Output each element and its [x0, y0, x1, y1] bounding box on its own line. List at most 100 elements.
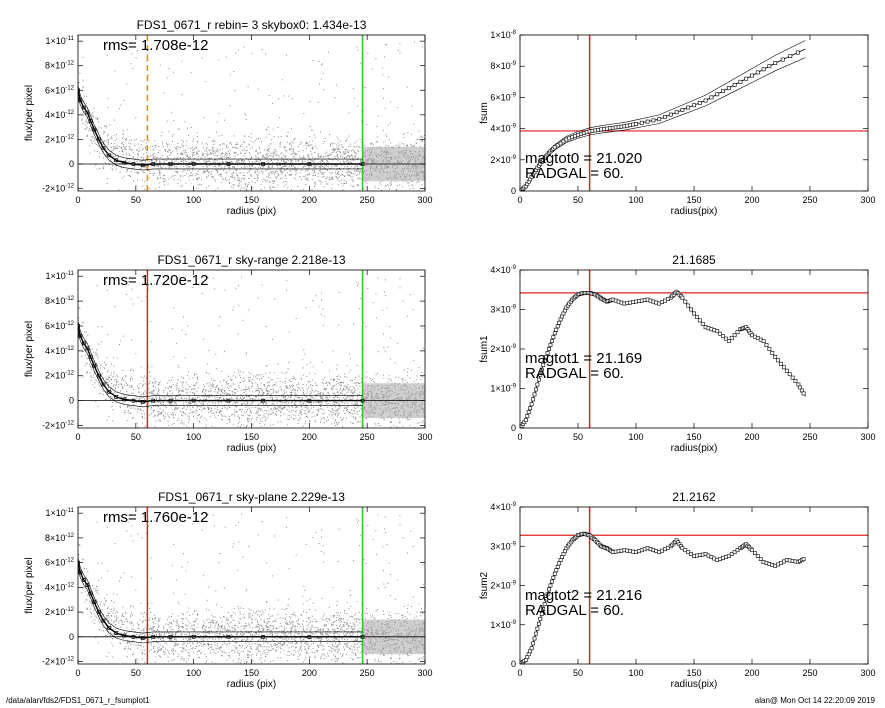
- data-point: [697, 318, 702, 323]
- data-point: [555, 324, 560, 329]
- data-point: [703, 98, 708, 103]
- y-tick-label: 2×10-12: [45, 134, 75, 144]
- data-point: [686, 303, 691, 308]
- data-point: [779, 361, 783, 366]
- data-point: [770, 351, 775, 355]
- data-point: [538, 616, 543, 621]
- data-point: [561, 139, 566, 144]
- data-point: [551, 335, 556, 340]
- footer-path: /data/alan/fds2/FDS1_0671_r_fsumplot1: [6, 696, 150, 705]
- x-tick-label: 200: [744, 432, 759, 442]
- data-point: [674, 110, 679, 115]
- x-axis-label: radius (pix): [227, 443, 276, 454]
- x-tick-label: 100: [186, 195, 201, 205]
- panel-title: 21.2162: [672, 490, 716, 504]
- data-point: [718, 331, 723, 336]
- profile-point: [81, 341, 86, 346]
- data-point: [534, 387, 538, 392]
- x-tick-label: 250: [360, 668, 375, 678]
- data-point: [721, 334, 725, 339]
- y-tick-label: 2×10-9: [490, 581, 516, 591]
- x-tick-label: 100: [186, 668, 201, 678]
- y-tick-label: 6×10-12: [45, 558, 75, 568]
- profile-point: [85, 583, 90, 587]
- y-tick-label: 3×10-9: [490, 305, 516, 315]
- data-point: [697, 100, 702, 105]
- data-point: [545, 592, 550, 597]
- x-tick-label: 100: [186, 432, 201, 442]
- profile-point: [81, 578, 86, 582]
- x-tick-label: 200: [744, 195, 759, 205]
- magtot-annotation: magtot0 = 21.020: [525, 150, 642, 167]
- data-point: [788, 54, 793, 58]
- profile-point: [96, 610, 101, 614]
- profile-point: [131, 162, 136, 166]
- data-point: [544, 597, 549, 602]
- data-point: [557, 561, 562, 566]
- panel-5: 0 50 100 150 200 250 300-2×10-1202×10-124×10-1…: [24, 490, 433, 690]
- data-point: [548, 583, 553, 588]
- profile-point: [226, 398, 231, 403]
- data-point: [715, 329, 720, 334]
- x-axis-label: radius (pix): [227, 679, 276, 690]
- data-point: [750, 73, 754, 78]
- panel-6: 0 50 100 150 200 250 300 0 1×10-9 2×10-9 3×10-9 4×1…: [479, 490, 876, 690]
- x-tick-label: 300: [860, 195, 875, 205]
- y-tick-label: 2×10-12: [45, 371, 75, 381]
- y-tick-label: -2×10-12: [42, 421, 75, 431]
- data-point: [761, 67, 766, 72]
- data-point: [709, 95, 714, 100]
- panel-2: 0 50 100 150 200 250 300 0 2×10-9 4×10-9 6×10-9 8×1…: [479, 30, 876, 217]
- x-tick-label: 0: [517, 195, 522, 205]
- profile-lower: [78, 330, 363, 408]
- rms-annotation: rms= 1.760e-12: [103, 509, 208, 526]
- data-point: [680, 107, 685, 112]
- x-tick-label: 150: [244, 668, 259, 678]
- x-tick-label: 250: [802, 195, 817, 205]
- profile-point: [360, 634, 365, 639]
- profile-point: [101, 382, 106, 387]
- data-point: [784, 368, 789, 373]
- panel-1: 0 50 100 150 200 250 300-2×10-1202×10-124×10-1…: [24, 18, 433, 217]
- data-point: [790, 375, 795, 380]
- profile-point: [78, 334, 83, 338]
- y-tick-label: 0: [69, 396, 74, 406]
- profile-point: [307, 398, 312, 403]
- profile-point: [226, 162, 231, 166]
- y-tick-label: 0: [69, 632, 74, 642]
- panel-4: 0 50 100 150 200 250 300 0 1×10-9 2×10-9 3×10-9 4×1…: [479, 253, 876, 454]
- profile-point: [85, 110, 90, 115]
- data-point: [692, 103, 696, 108]
- data-point: [538, 372, 543, 377]
- profile-point: [107, 390, 112, 394]
- x-tick-label: 200: [744, 668, 759, 678]
- data-point: [773, 354, 778, 359]
- data-point: [795, 50, 800, 55]
- data-point: [758, 557, 763, 561]
- data-point: [755, 70, 760, 75]
- x-tick-label: 250: [360, 195, 375, 205]
- data-point: [552, 571, 557, 576]
- data-point: [549, 579, 554, 584]
- profile-point: [88, 119, 93, 123]
- profile-point: [88, 355, 93, 359]
- x-axis-label: radius(pix): [671, 443, 718, 454]
- y-tick-label: 4×10-12: [45, 110, 75, 120]
- data-point: [541, 362, 546, 367]
- y-tick-label: 8×10-12: [45, 296, 75, 306]
- data-point: [726, 86, 731, 90]
- x-axis-label: radius(pix): [671, 206, 718, 217]
- profile-point: [101, 618, 106, 623]
- x-tick-label: 300: [860, 668, 875, 678]
- data-point: [689, 552, 694, 557]
- data-point: [750, 548, 754, 553]
- plot-frame: [519, 506, 869, 665]
- profile-point: [191, 162, 196, 166]
- profile-point: [307, 634, 312, 639]
- x-tick-label: 150: [686, 432, 701, 442]
- data-point: [532, 392, 537, 397]
- profile-point: [168, 634, 173, 639]
- data-point: [735, 548, 740, 553]
- profile-point: [131, 398, 136, 403]
- data-point: [668, 112, 673, 117]
